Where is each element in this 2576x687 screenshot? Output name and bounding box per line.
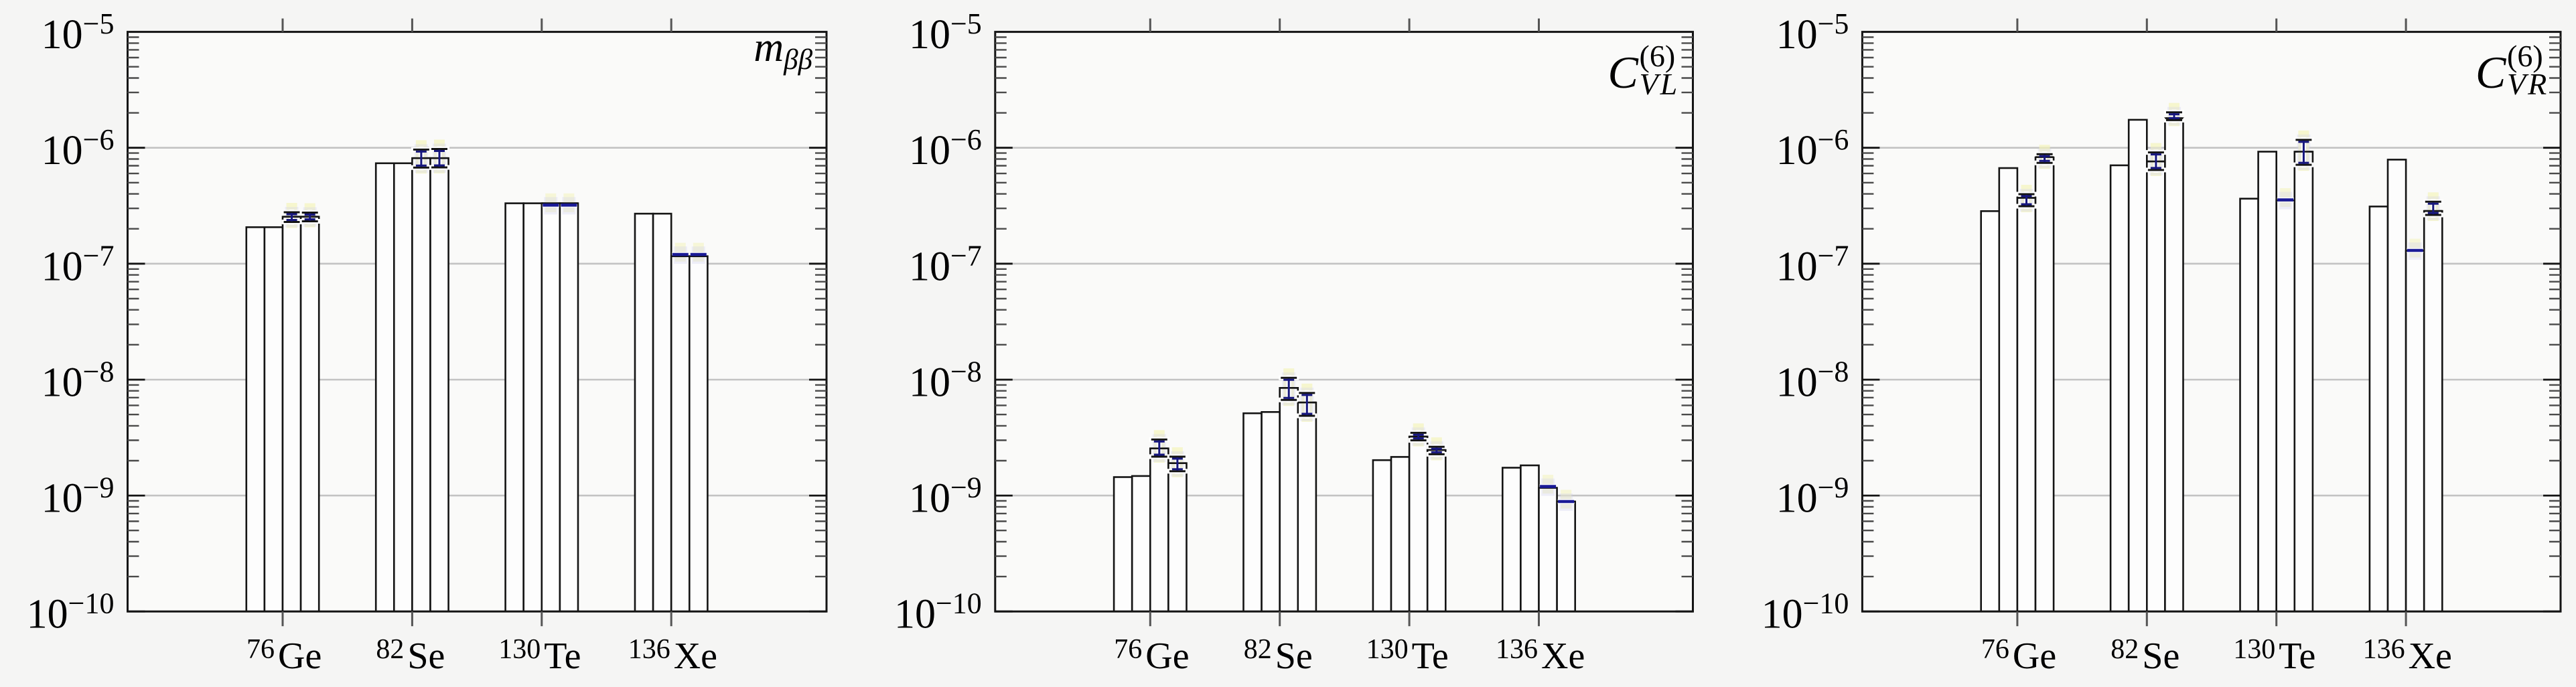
svg-text:82Se: 82Se [1244, 634, 1313, 677]
svg-text:10−10: 10−10 [894, 587, 982, 637]
svg-text:10−6: 10−6 [909, 123, 982, 173]
svg-text:10−6: 10−6 [42, 123, 115, 173]
svg-text:10−6: 10−6 [1776, 123, 1849, 173]
svg-text:10−8: 10−8 [1776, 356, 1849, 406]
svg-text:C: C [1608, 47, 1639, 98]
svg-text:10−10: 10−10 [1762, 587, 1849, 637]
svg-text:130Te: 130Te [1366, 634, 1449, 677]
svg-text:10−5: 10−5 [909, 7, 982, 58]
svg-text:VR: VR [2507, 67, 2549, 101]
svg-text:VL: VL [1640, 67, 1680, 101]
svg-text:10−9: 10−9 [909, 471, 982, 522]
svg-text:(6): (6) [1640, 39, 1676, 73]
svg-text:10−9: 10−9 [42, 471, 115, 522]
svg-text:76Ge: 76Ge [1981, 634, 2056, 677]
svg-text:10−7: 10−7 [1776, 239, 1849, 289]
svg-text:10−5: 10−5 [1776, 7, 1849, 58]
svg-text:76Ge: 76Ge [246, 634, 321, 677]
svg-text:10−7: 10−7 [42, 239, 115, 289]
svg-text:10−7: 10−7 [909, 239, 982, 289]
svg-text:10−5: 10−5 [42, 7, 115, 58]
svg-text:10−9: 10−9 [1776, 471, 1849, 522]
svg-text:76Ge: 76Ge [1114, 634, 1189, 677]
svg-text:82Se: 82Se [2110, 634, 2179, 677]
svg-text:136Xe: 136Xe [628, 634, 717, 677]
svg-text:82Se: 82Se [376, 634, 445, 677]
svg-text:10−10: 10−10 [27, 587, 115, 637]
svg-text:130Te: 130Te [498, 634, 581, 677]
svg-text:136Xe: 136Xe [2363, 634, 2452, 677]
svg-text:130Te: 130Te [2233, 634, 2315, 677]
svg-text:(6): (6) [2507, 39, 2543, 73]
svg-text:C: C [2476, 47, 2506, 98]
svg-text:10−8: 10−8 [909, 356, 982, 406]
svg-text:136Xe: 136Xe [1496, 634, 1585, 677]
svg-text:10−8: 10−8 [42, 356, 115, 406]
